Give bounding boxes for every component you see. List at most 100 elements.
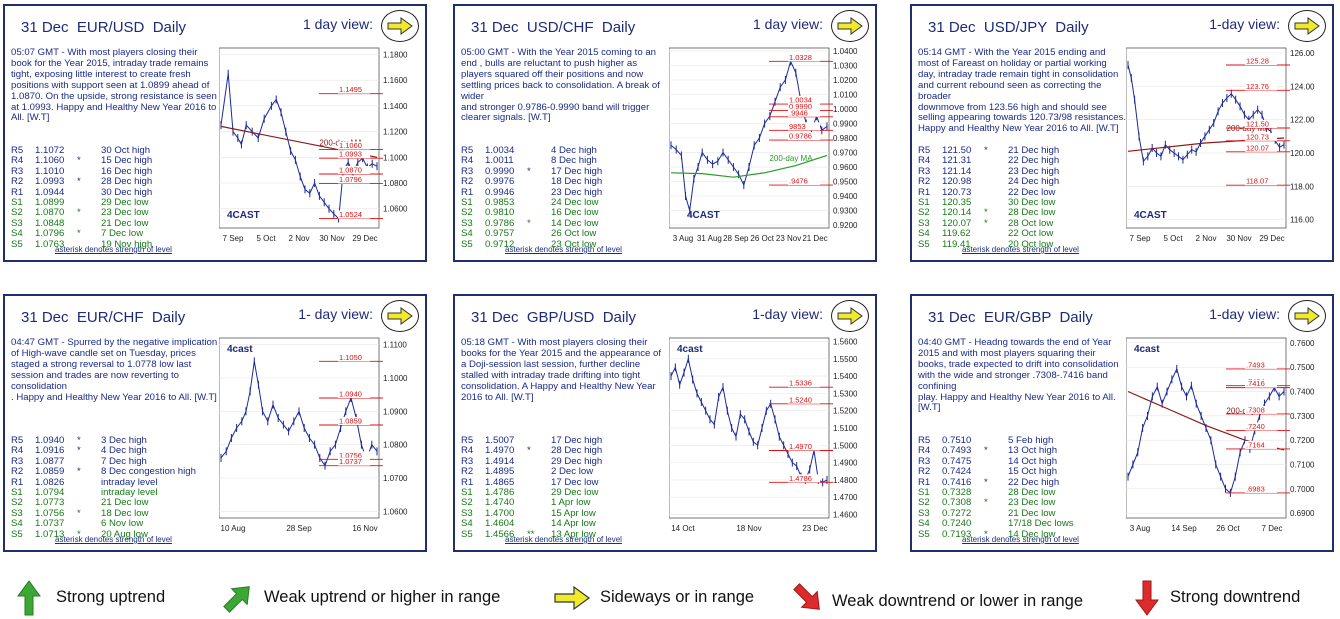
level-desc: 14 Dec low <box>551 217 599 229</box>
level-name: R3 <box>461 455 474 467</box>
level-value: 1.1010 <box>35 165 65 177</box>
level-desc: 23 Dec low <box>1008 497 1056 509</box>
level-strength: * <box>77 207 81 219</box>
level-desc: 8 Dec congestion high <box>101 466 196 478</box>
watermark-4cast: 4CAST <box>227 210 260 221</box>
level-value: 121.31 <box>942 155 972 167</box>
y-tick-label: 122.00 <box>1290 116 1315 125</box>
level-name: R4 <box>461 155 474 167</box>
level-name: R4 <box>918 445 931 457</box>
y-tick-label: 1.5000 <box>833 441 858 450</box>
y-tick-label: 0.7000 <box>1290 485 1315 494</box>
level-desc: 1 Apr low <box>551 497 591 509</box>
level-strength: * <box>77 445 81 457</box>
level-desc: 21 Dec low <box>101 497 149 509</box>
view-label: 1- day view: <box>298 306 373 322</box>
x-tick-label: 5 Oct <box>1163 234 1183 243</box>
commentary: 05:07 GMT - With most players closing th… <box>11 47 219 124</box>
level-desc: 15 Dec high <box>101 155 153 167</box>
level-desc: 17 Dec high <box>551 435 603 446</box>
level-desc: 16 Dec high <box>101 165 153 177</box>
level-label-bg <box>1245 484 1277 493</box>
level-value: 1.0756 <box>35 507 65 519</box>
level-desc: 22 Oct low <box>1008 228 1054 240</box>
level-line-label: 1.0796 <box>339 175 362 184</box>
level-strength: ** <box>527 528 535 540</box>
level-name: R1 <box>11 186 24 198</box>
level-desc: 28 Dec low <box>1008 207 1056 219</box>
level-desc: 23 Dec low <box>101 207 149 219</box>
level-value: 119.41 <box>942 238 971 250</box>
level-name: S1 <box>918 486 930 498</box>
level-name: R5 <box>461 435 474 446</box>
price-chart-svg: 126.00 124.00 122.00 120.00 118.00 116.00 7 Se… <box>1125 47 1315 243</box>
level-value: 0.7240 <box>942 518 972 530</box>
y-tick-label: 1.1200 <box>383 128 408 137</box>
level-line-label: 1.0940 <box>339 390 362 399</box>
y-tick-label: 0.9500 <box>833 178 858 187</box>
level-value: 0.7475 <box>942 455 972 467</box>
y-tick-label: 118.00 <box>1290 182 1314 191</box>
footnote: asterisk denotes strength of level <box>962 535 1079 544</box>
strong-downtrend-arrow-icon <box>1135 580 1159 616</box>
level-desc: 4 Dec high <box>101 445 147 457</box>
moving-average-line <box>670 154 828 178</box>
level-name: S4 <box>461 518 473 530</box>
level-strength: * <box>527 217 531 229</box>
y-tick-label: 1.0100 <box>833 90 858 99</box>
level-name: R2 <box>918 466 931 478</box>
level-strength: * <box>984 497 988 509</box>
price-line <box>1127 367 1285 494</box>
level-strength: * <box>77 155 81 167</box>
footnote: asterisk denotes strength of level <box>55 535 172 544</box>
level-name: R3 <box>11 165 24 177</box>
price-chart: 0.7600 0.7500 0.7400 0.7300 0.7200 0.7100 0.70… <box>1125 334 1330 547</box>
level-name: R1 <box>918 186 931 198</box>
level-value: 1.4895 <box>485 466 515 478</box>
level-value: 1.4566 <box>485 528 515 540</box>
sideways-arrow-icon <box>837 307 863 325</box>
level-desc: 2 Dec low <box>551 466 594 478</box>
level-value: 1.0794 <box>35 486 65 498</box>
panel-1: 31 Dec USD/CHF Daily 1 day view: 05:00 GMT… <box>453 4 877 262</box>
level-line-label: 1.0524 <box>339 210 362 219</box>
level-desc: 4 Dec high <box>551 145 597 156</box>
level-value: 0.9810 <box>485 207 515 219</box>
y-tick-label: 1.0800 <box>383 179 408 188</box>
view-label: 1-day view: <box>1209 16 1280 32</box>
x-tick-label: 18 Nov <box>736 524 761 533</box>
level-name: S5 <box>918 238 930 250</box>
y-tick-label: 1.1600 <box>383 76 408 85</box>
level-desc: 22 Dec high <box>1008 476 1060 488</box>
x-tick-label: 7 Sep <box>1130 234 1151 243</box>
level-line-label: 1.0328 <box>789 53 812 62</box>
y-tick-label: 1.0200 <box>833 76 858 85</box>
level-name: S5 <box>461 238 473 250</box>
level-line-label: 1.1060 <box>339 141 362 150</box>
moving-average-label: 200-day MA <box>769 154 813 163</box>
level-value: 1.0993 <box>35 176 65 188</box>
y-tick-label: 116.00 <box>1290 216 1314 225</box>
price-line <box>1127 64 1285 163</box>
watermark-4cast: 4CAST <box>687 210 720 221</box>
level-line-label: 123.76 <box>1246 82 1269 91</box>
y-tick-label: 1.0400 <box>833 47 858 56</box>
commentary-paragraph: . Happy and Healthy New Year 2016 to All… <box>11 391 217 403</box>
level-value: 1.0796 <box>35 228 65 240</box>
level-desc: 7 Dec high <box>101 455 147 467</box>
level-value: 120.14 <box>942 207 972 219</box>
level-value: 0.7272 <box>942 507 972 519</box>
level-line-label: 0.9786 <box>789 132 812 141</box>
y-tick-label: 0.9900 <box>833 119 858 128</box>
level-value: 1.0763 <box>35 238 65 250</box>
panel-2: 31 Dec USD/JPY Daily 1-day view: 05:14 GMT… <box>910 4 1334 262</box>
level-name: R2 <box>918 176 931 188</box>
commentary-paragraph: and stronger 0.9786-0.9990 band will tri… <box>461 101 650 124</box>
level-name: S5 <box>11 528 23 540</box>
x-tick-label: 26 Oct <box>750 234 774 243</box>
level-name: R1 <box>11 476 24 488</box>
level-label-bg <box>338 150 370 159</box>
y-tick-label: 1.5300 <box>833 389 858 398</box>
x-tick-label: 30 Nov <box>319 234 344 243</box>
x-tick-label: 2 Nov <box>289 234 310 243</box>
